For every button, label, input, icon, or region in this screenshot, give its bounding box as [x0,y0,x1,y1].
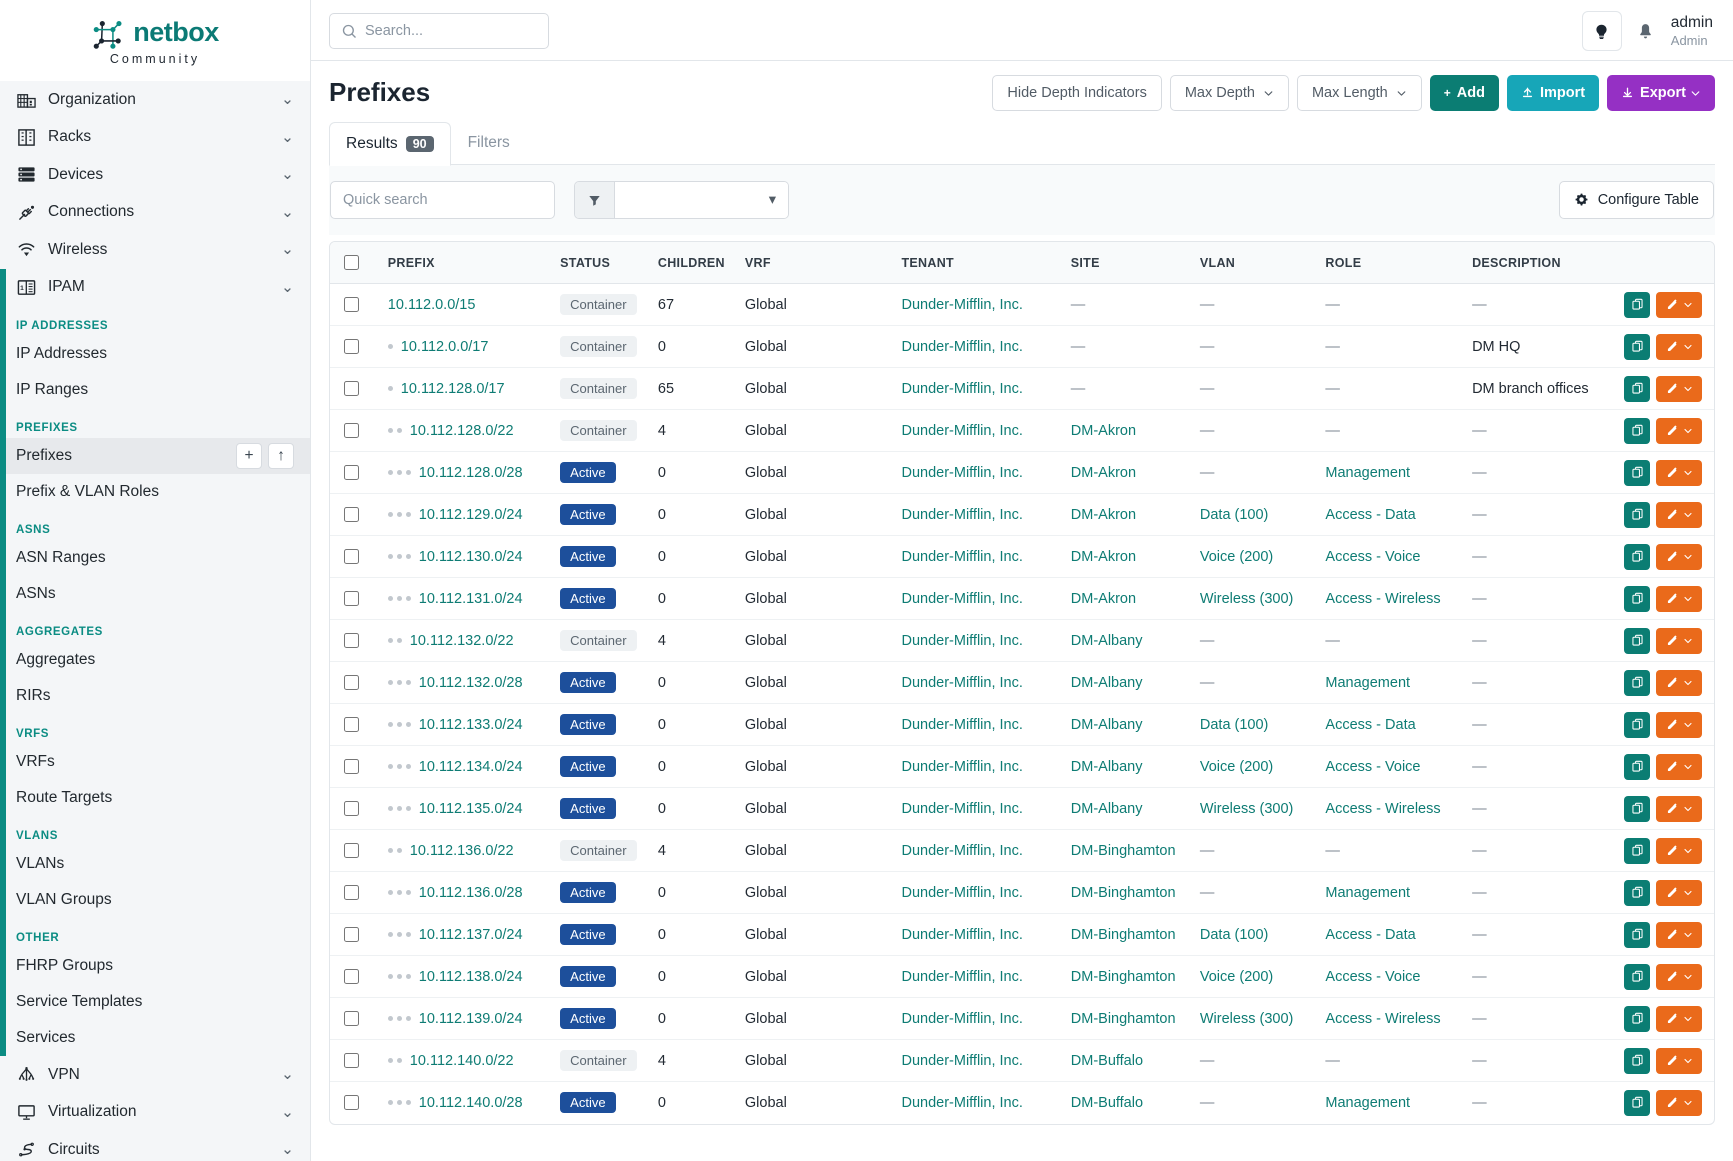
svg-text:1: 1 [20,285,24,292]
